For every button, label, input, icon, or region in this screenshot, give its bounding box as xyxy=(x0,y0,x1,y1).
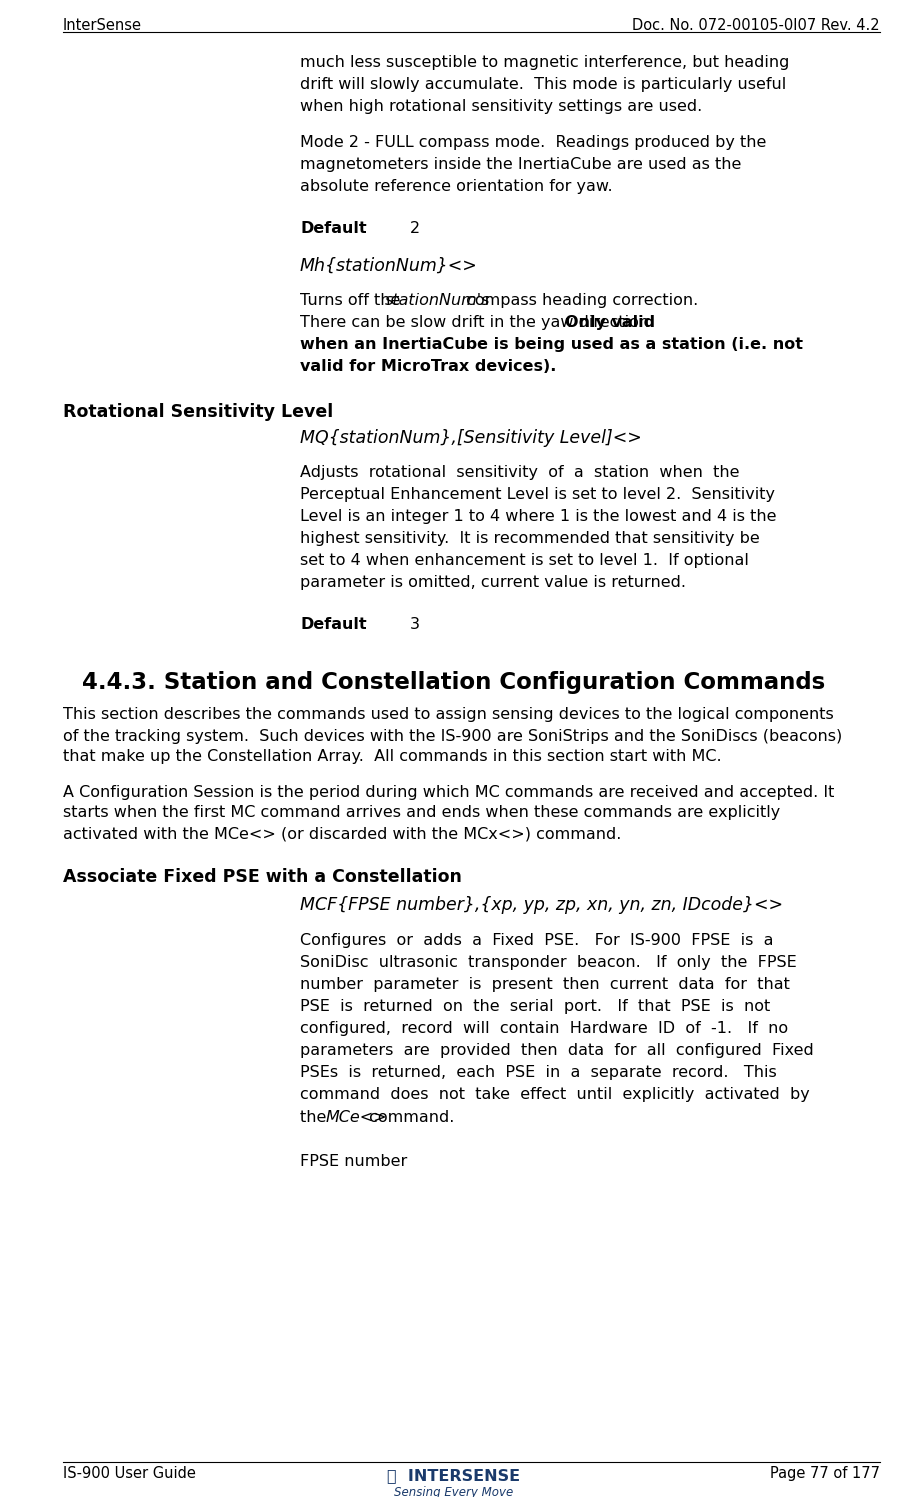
Text: that make up the Constellation Array.  All commands in this section start with M: that make up the Constellation Array. Al… xyxy=(63,750,722,765)
Text: Only valid: Only valid xyxy=(565,314,655,329)
Text: set to 4 when enhancement is set to level 1.  If optional: set to 4 when enhancement is set to leve… xyxy=(300,552,749,567)
Text: much less susceptible to magnetic interference, but heading: much less susceptible to magnetic interf… xyxy=(300,55,789,70)
Text: valid for MicroTrax devices).: valid for MicroTrax devices). xyxy=(300,359,556,374)
Text: Mh{stationNum}<>: Mh{stationNum}<> xyxy=(300,257,478,275)
Text: Configures  or  adds  a  Fixed  PSE.   For  IS-900  FPSE  is  a: Configures or adds a Fixed PSE. For IS-9… xyxy=(300,934,774,949)
Text: compass heading correction.: compass heading correction. xyxy=(461,293,698,308)
Text: Sensing Every Move: Sensing Every Move xyxy=(394,1487,513,1497)
Text: Turns off the: Turns off the xyxy=(300,293,405,308)
Text: parameter is omitted, current value is returned.: parameter is omitted, current value is r… xyxy=(300,575,686,590)
Text: Rotational Sensitivity Level: Rotational Sensitivity Level xyxy=(63,403,333,421)
Text: starts when the first MC command arrives and ends when these commands are explic: starts when the first MC command arrives… xyxy=(63,805,780,820)
Text: magnetometers inside the InertiaCube are used as the: magnetometers inside the InertiaCube are… xyxy=(300,157,741,172)
Text: FPSE number: FPSE number xyxy=(300,1154,407,1169)
Text: MQ{stationNum},[Sensitivity Level]<>: MQ{stationNum},[Sensitivity Level]<> xyxy=(300,430,642,448)
Text: absolute reference orientation for yaw.: absolute reference orientation for yaw. xyxy=(300,180,612,195)
Text: Default: Default xyxy=(300,222,366,237)
Text: Doc. No. 072-00105-0I07 Rev. 4.2: Doc. No. 072-00105-0I07 Rev. 4.2 xyxy=(632,18,880,33)
Text: InterSense: InterSense xyxy=(63,18,142,33)
Text: highest sensitivity.  It is recommended that sensitivity be: highest sensitivity. It is recommended t… xyxy=(300,531,760,546)
Text: This section describes the commands used to assign sensing devices to the logica: This section describes the commands used… xyxy=(63,708,834,723)
Text: There can be slow drift in the yaw direction.: There can be slow drift in the yaw direc… xyxy=(300,314,665,329)
Text: when high rotational sensitivity settings are used.: when high rotational sensitivity setting… xyxy=(300,99,702,114)
Text: IS-900 User Guide: IS-900 User Guide xyxy=(63,1466,196,1481)
Text: A Configuration Session is the period during which MC commands are received and : A Configuration Session is the period du… xyxy=(63,784,834,799)
Text: number  parameter  is  present  then  current  data  for  that: number parameter is present then current… xyxy=(300,978,790,993)
Text: Mode 2 - FULL compass mode.  Readings produced by the: Mode 2 - FULL compass mode. Readings pro… xyxy=(300,135,766,150)
Text: 2: 2 xyxy=(410,222,420,237)
Text: activated with the MCe<> (or discarded with the MCx<>) command.: activated with the MCe<> (or discarded w… xyxy=(63,826,621,841)
Text: Default: Default xyxy=(300,617,366,632)
Text: SoniDisc  ultrasonic  transponder  beacon.   If  only  the  FPSE: SoniDisc ultrasonic transponder beacon. … xyxy=(300,955,796,970)
Text: when an InertiaCube is being used as a station (i.e. not: when an InertiaCube is being used as a s… xyxy=(300,337,803,352)
Text: PSEs  is  returned,  each  PSE  in  a  separate  record.   This: PSEs is returned, each PSE in a separate… xyxy=(300,1066,776,1081)
Text: command.: command. xyxy=(364,1109,454,1124)
Text: Associate Fixed PSE with a Constellation: Associate Fixed PSE with a Constellation xyxy=(63,867,462,886)
Text: ⓘ  INTERSENSE: ⓘ INTERSENSE xyxy=(387,1469,520,1484)
Text: configured,  record  will  contain  Hardware  ID  of  -1.   If  no: configured, record will contain Hardware… xyxy=(300,1021,788,1036)
Text: 3: 3 xyxy=(410,617,420,632)
Text: drift will slowly accumulate.  This mode is particularly useful: drift will slowly accumulate. This mode … xyxy=(300,76,786,91)
Text: Level is an integer 1 to 4 where 1 is the lowest and 4 is the: Level is an integer 1 to 4 where 1 is th… xyxy=(300,509,776,524)
Text: Adjusts  rotational  sensitivity  of  a  station  when  the: Adjusts rotational sensitivity of a stat… xyxy=(300,466,739,481)
Text: 4.4.3. Station and Constellation Configuration Commands: 4.4.3. Station and Constellation Configu… xyxy=(82,671,825,695)
Text: Perceptual Enhancement Level is set to level 2.  Sensitivity: Perceptual Enhancement Level is set to l… xyxy=(300,487,775,501)
Text: of the tracking system.  Such devices with the IS-900 are SoniStrips and the Son: of the tracking system. Such devices wit… xyxy=(63,729,843,744)
Text: PSE  is  returned  on  the  serial  port.   If  that  PSE  is  not: PSE is returned on the serial port. If t… xyxy=(300,1000,770,1015)
Text: the: the xyxy=(300,1109,331,1124)
Text: Page 77 of 177: Page 77 of 177 xyxy=(770,1466,880,1481)
Text: MCe<>: MCe<> xyxy=(326,1109,387,1124)
Text: command  does  not  take  effect  until  explicitly  activated  by: command does not take effect until expli… xyxy=(300,1087,810,1102)
Text: stationNum's: stationNum's xyxy=(385,293,491,308)
Text: MCF{FPSE number},{xp, yp, zp, xn, yn, zn, IDcode}<>: MCF{FPSE number},{xp, yp, zp, xn, yn, zn… xyxy=(300,895,783,913)
Text: parameters  are  provided  then  data  for  all  configured  Fixed: parameters are provided then data for al… xyxy=(300,1043,814,1058)
